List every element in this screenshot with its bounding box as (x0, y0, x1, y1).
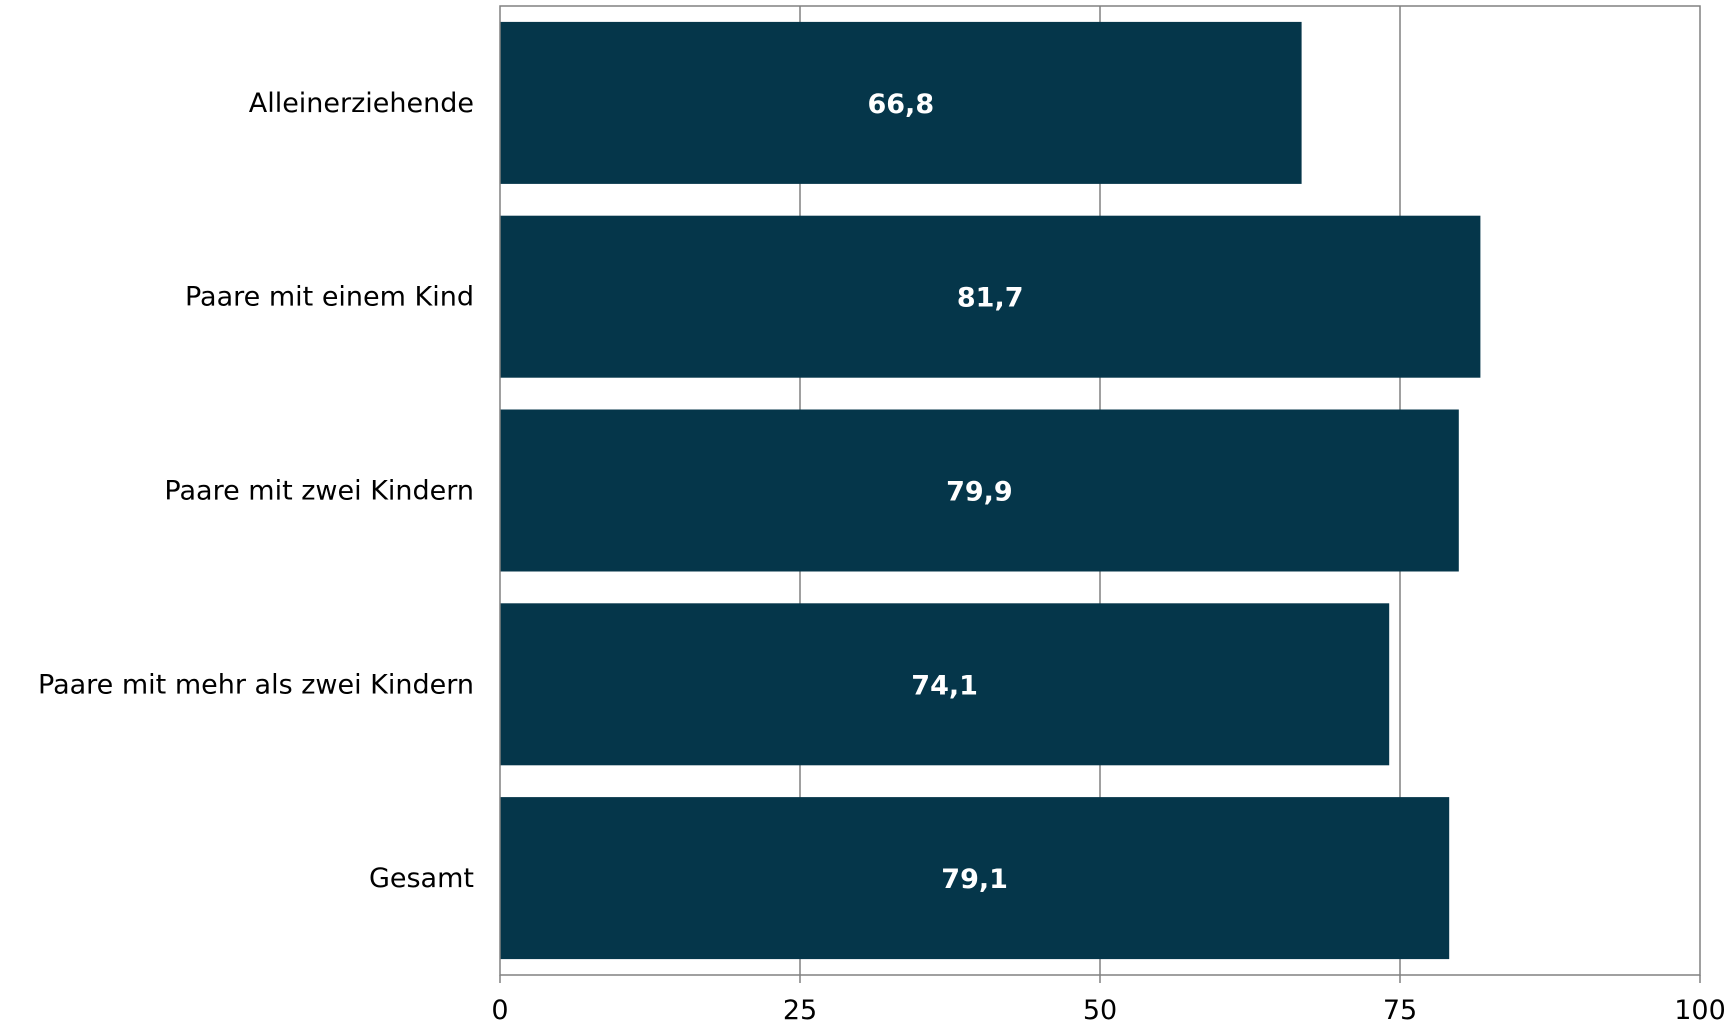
bar (500, 603, 1390, 766)
data-label: 81,7 (957, 283, 1024, 314)
bar (500, 21, 1302, 184)
tick-labels-group: 0 25 50 75 100 (491, 995, 1725, 1021)
category-label: Paare mit einem Kind (185, 282, 474, 313)
category-label: Paare mit mehr als zwei Kindern (38, 669, 474, 700)
data-label: 66,8 (867, 89, 934, 120)
category-labels-group: Alleinerziehende Paare mit einem Kind Paar… (38, 88, 474, 894)
data-label: 79,1 (941, 864, 1008, 895)
bar (500, 797, 1450, 960)
category-label: Alleinerziehende (249, 88, 474, 119)
bars-group (500, 21, 1481, 960)
x-tick-label: 100 (1674, 995, 1726, 1021)
value-labels-group: 66,8 81,7 79,9 74,1 79,1 (867, 89, 1023, 895)
x-tick-label: 75 (1383, 995, 1417, 1021)
category-label: Paare mit zwei Kindern (164, 476, 474, 507)
data-label: 79,9 (946, 477, 1013, 508)
x-tick-label: 0 (491, 995, 508, 1021)
category-label: Gesamt (369, 863, 474, 894)
bar (500, 215, 1481, 378)
bar (500, 409, 1459, 572)
x-tick-label: 50 (1083, 995, 1117, 1021)
data-label: 74,1 (911, 670, 978, 701)
x-tick-label: 25 (783, 995, 817, 1021)
plot-frame (499, 5, 1701, 976)
